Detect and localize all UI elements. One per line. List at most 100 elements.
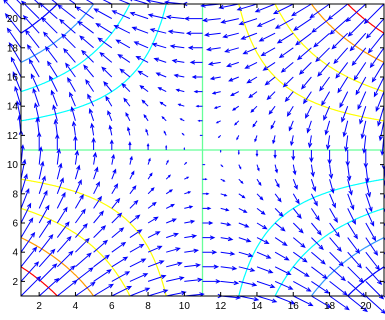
vector-arrow (347, 295, 368, 313)
vector-arrow (71, 120, 77, 136)
vector-arrow (179, 118, 185, 122)
vector-arrow (256, 222, 268, 230)
contour-level-80-branch-0 (346, 4, 384, 34)
vector-arrow (97, 37, 113, 49)
vector-arrow (187, 45, 203, 51)
vector-arrow (145, 128, 149, 136)
vector-arrow (306, 120, 312, 134)
vector-arrow (220, 178, 226, 182)
vector-arrow (215, 120, 221, 124)
vector-arrow (77, 20, 94, 34)
vector-arrow (202, 264, 220, 270)
vector-arrow (173, 73, 185, 78)
vector-arrow (41, 16, 58, 34)
vector-arrow (147, 157, 151, 165)
vector-arrow (202, 279, 222, 284)
axes-box (20, 3, 385, 297)
vector-arrow (119, 68, 131, 78)
vector-arrow (270, 120, 276, 130)
vector-arrow (73, 135, 78, 150)
vector-arrow (236, 135, 240, 141)
vector-arrow (238, 222, 250, 228)
vector-arrow (347, 179, 353, 196)
vector-arrow (347, 266, 364, 284)
y-tick-label: 16 (7, 73, 19, 84)
vector-arrow (254, 3, 276, 13)
vector-arrow (93, 195, 102, 209)
vector-arrow (246, 76, 258, 84)
contour-level-40-branch-1 (21, 207, 131, 296)
vector-arrow (65, 62, 76, 78)
y-tick-label: 12 (7, 131, 19, 142)
vector-arrow (256, 193, 264, 201)
vector-arrow (301, 76, 312, 90)
vector-arrow (202, 178, 208, 181)
vector-arrow (143, 114, 149, 122)
vector-arrow (203, 32, 221, 37)
vector-arrow (347, 251, 363, 269)
vector-arrow (121, 83, 131, 92)
vector-arrow (75, 6, 94, 20)
vector-arrow (360, 120, 367, 140)
y-tick-label: 18 (7, 43, 19, 54)
axis-ticks: 2 4 6 8 10 12 14 16 18 20 2 4 6 8 10 12 14 16 18 20 (7, 4, 384, 312)
vector-arrow (6, 27, 22, 49)
vector-arrow (59, 18, 76, 34)
vector-arrow (4, 12, 22, 34)
vector-arrow (220, 18, 239, 24)
vector-arrow (14, 85, 22, 107)
vector-arrow (85, 0, 94, 5)
vector-arrow (115, 39, 131, 49)
vector-arrow (145, 0, 167, 5)
vector-arrow (81, 49, 94, 63)
vector-arrow (272, 3, 294, 15)
vector-arrow (255, 150, 259, 157)
vector-arrow (109, 139, 114, 150)
vector-arrow (184, 263, 202, 268)
y-tick-label: 10 (7, 160, 19, 171)
vector-arrow (238, 251, 254, 258)
vector-arrow (345, 3, 367, 23)
vector-arrow (38, 233, 54, 253)
vector-arrow (113, 24, 131, 34)
vector-arrow (102, 0, 113, 5)
vector-arrow (276, 32, 294, 44)
vector-arrow (256, 295, 278, 303)
vector-arrow (293, 251, 308, 263)
vector-arrow (220, 222, 232, 227)
vector-arrow (363, 150, 369, 169)
vector-arrow (56, 250, 74, 268)
vector-arrow (347, 222, 358, 240)
vector-arrow (344, 135, 349, 152)
vector-arrow (238, 18, 258, 26)
vector-arrow (237, 150, 240, 156)
vector-arrow (363, 3, 385, 25)
vector-arrow (274, 295, 296, 305)
vector-arrow (56, 206, 68, 224)
vector-arrow (238, 207, 248, 213)
vector-arrow (238, 193, 246, 199)
vector-arrow (20, 261, 40, 282)
vector-arrow (244, 61, 258, 69)
vector-arrow (220, 251, 236, 256)
vector-arrow (157, 87, 167, 93)
vector-arrow (99, 52, 113, 63)
contour-level--80-branch-0 (346, 266, 384, 296)
x-tick-label: 10 (179, 301, 191, 312)
vector-arrow (347, 208, 356, 225)
vector-arrow (165, 174, 171, 180)
vector-arrow (274, 237, 288, 246)
vector-arrow (56, 148, 61, 165)
vector-arrow (47, 60, 58, 78)
vector-arrow (202, 17, 221, 23)
vector-arrow (311, 251, 326, 265)
vector-arrow (293, 266, 310, 278)
vector-arrow (197, 119, 203, 122)
vector-arrow (238, 237, 252, 243)
vector-arrow (367, 32, 385, 54)
vector-arrow (177, 103, 185, 107)
vector-arrow (342, 120, 349, 138)
vector-arrow (175, 88, 185, 93)
vector-arrow (341, 106, 349, 123)
vector-arrow (184, 277, 203, 283)
